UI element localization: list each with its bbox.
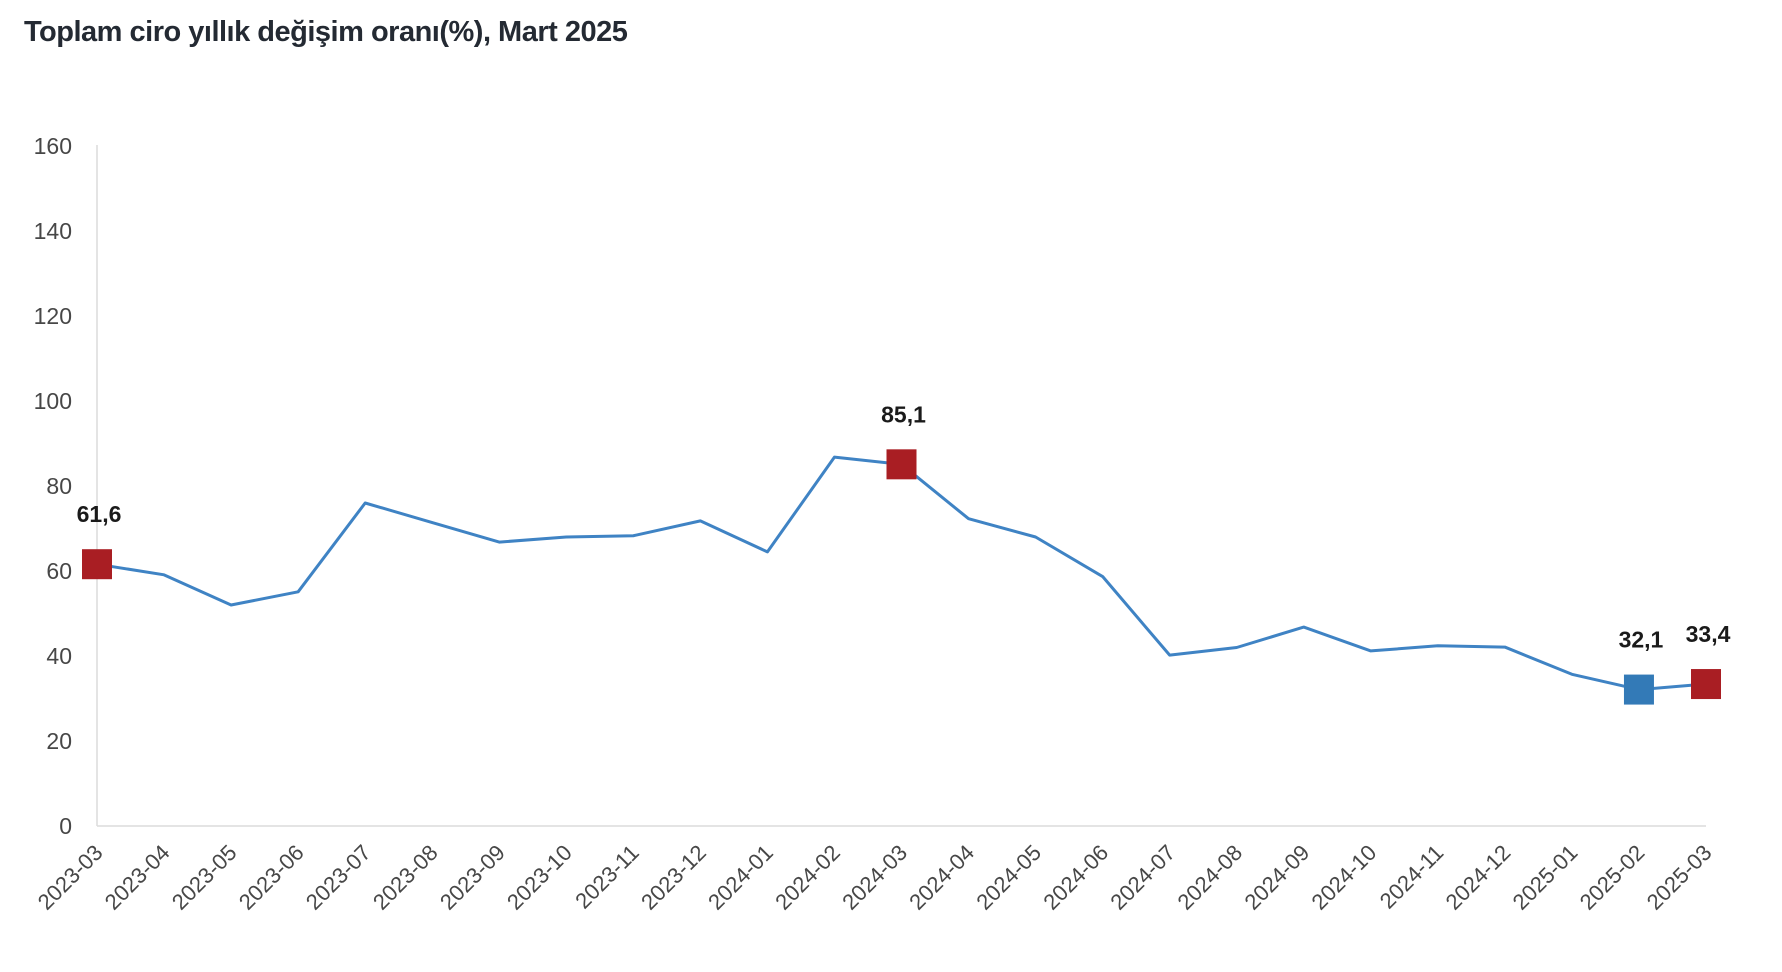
x-tick-label: 2024-05 [971, 840, 1046, 915]
y-tick-label: 120 [34, 303, 72, 329]
x-tick-label: 2024-03 [837, 840, 912, 915]
x-tick-label: 2024-11 [1375, 840, 1449, 914]
x-tick-label: 2024-12 [1441, 840, 1516, 915]
point-label-2024-03: 85,1 [881, 401, 926, 427]
y-tick-label: 20 [46, 728, 72, 754]
point-label-2025-03: 33,4 [1686, 621, 1731, 647]
marker-2025-03[interactable] [1691, 669, 1721, 700]
x-tick-label: 2023-07 [301, 840, 376, 915]
x-tick-label: 2024-04 [904, 840, 979, 915]
x-tick-label: 2024-02 [770, 840, 845, 915]
x-tick-label: 2024-10 [1307, 840, 1382, 915]
marker-2025-02[interactable] [1623, 674, 1654, 705]
x-tick-label: 2023-03 [33, 840, 108, 915]
x-tick-label: 2023-12 [636, 840, 711, 915]
x-tick-label: 2023-08 [368, 840, 443, 915]
x-tick-label: 2024-09 [1240, 840, 1315, 915]
x-tick-label: 2023-04 [100, 840, 175, 915]
y-tick-label: 0 [59, 813, 72, 839]
x-tick-label: 2023-10 [502, 840, 577, 915]
y-tick-label: 40 [46, 643, 72, 669]
x-tick-label: 2023-06 [234, 840, 309, 915]
series-line[interactable] [95, 455, 1708, 692]
marker-2023-03[interactable] [82, 549, 112, 580]
x-tick-label: 2025-03 [1642, 840, 1717, 915]
x-tick-label: 2024-07 [1105, 840, 1180, 915]
point-label-2025-02: 32,1 [1619, 627, 1664, 653]
chart-title: Toplam ciro yıllık değişim oranı(%), Mar… [24, 16, 628, 48]
x-tick-label: 2023-05 [167, 840, 242, 915]
x-tick-label: 2023-11 [570, 840, 644, 914]
x-tick-label: 2024-06 [1038, 840, 1113, 915]
y-tick-label: 80 [46, 473, 72, 499]
x-tick-label: 2025-01 [1508, 840, 1583, 915]
y-tick-label: 160 [34, 133, 72, 159]
x-tick-label: 2023-09 [435, 840, 510, 915]
marker-2024-03[interactable] [886, 449, 917, 480]
x-tick-label: 2025-02 [1575, 840, 1650, 915]
x-tick-label: 2024-01 [703, 840, 778, 915]
y-tick-label: 100 [34, 388, 72, 414]
point-label-2023-03: 61,6 [77, 501, 122, 527]
x-tick-label: 2024-08 [1172, 840, 1247, 915]
y-tick-label: 60 [46, 558, 72, 584]
y-tick-label: 140 [34, 218, 72, 244]
